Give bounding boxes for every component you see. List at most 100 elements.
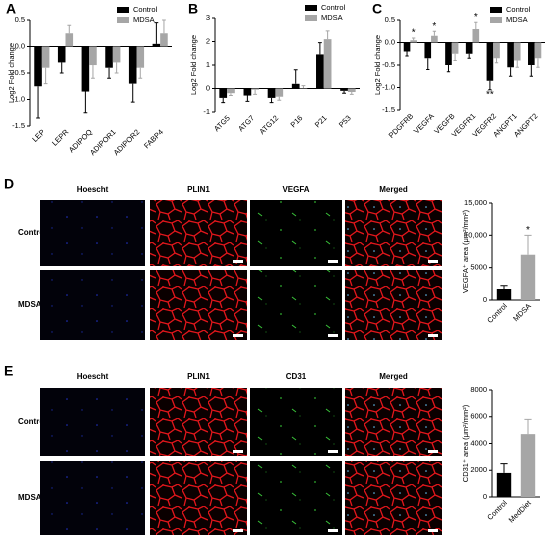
bar <box>65 33 74 47</box>
bar <box>41 46 50 68</box>
error-bar <box>43 67 48 85</box>
panel-label: C <box>372 1 382 17</box>
bar <box>219 88 228 98</box>
error-bar <box>59 62 64 74</box>
error-bar <box>317 42 322 55</box>
y-tick-label: -1.0 <box>382 82 395 91</box>
error-bar <box>107 67 111 79</box>
column-header: Hoescht <box>77 372 109 381</box>
x-tick-label: MDSA <box>511 301 533 323</box>
y-axis-title: Log2 Fold change <box>7 43 16 103</box>
column-header: PLIN1 <box>187 372 210 381</box>
legend-label: Control <box>506 5 531 14</box>
y-tick-label: 0.0 <box>15 41 25 50</box>
scale-bar <box>428 529 438 532</box>
bar <box>128 46 137 84</box>
legend-swatch <box>490 7 502 13</box>
bar <box>316 54 324 89</box>
row-label: Control <box>18 228 46 237</box>
error-bar <box>500 285 508 290</box>
error-bar <box>342 90 346 94</box>
scale-bar <box>233 260 243 263</box>
error-bar <box>488 80 492 91</box>
x-tick-label: ADIPOR2 <box>112 127 142 157</box>
bar <box>496 472 512 497</box>
error-bar <box>221 97 226 104</box>
y-tick-label: 8000 <box>470 385 487 394</box>
micrograph <box>345 200 442 266</box>
y-tick-label: -0.5 <box>382 60 395 69</box>
micrograph <box>250 270 342 340</box>
micrograph <box>40 388 145 456</box>
error-bar <box>325 30 330 40</box>
bar <box>57 46 66 63</box>
scale-bar <box>233 529 243 532</box>
x-tick-label: P21 <box>313 113 329 129</box>
bar <box>227 88 235 94</box>
error-bar <box>467 53 471 59</box>
scale-bar <box>428 450 438 453</box>
bar <box>136 46 145 68</box>
y-tick-label: 6000 <box>470 412 487 421</box>
bar <box>347 88 356 93</box>
legend-swatch <box>305 5 317 11</box>
legend-label: MDSA <box>506 15 528 24</box>
significance: * <box>526 225 530 236</box>
error-bar <box>114 62 119 74</box>
micrograph <box>345 388 442 456</box>
error-bar <box>426 58 430 70</box>
error-bar <box>269 97 274 104</box>
y-axis-title: VEGFA⁺ area (μm²/mm²) <box>461 209 470 293</box>
y-tick-label: 0 <box>483 295 487 304</box>
y-axis-title: CD31⁺ area (μm²/mm²) <box>461 404 470 482</box>
legend-swatch <box>490 17 502 23</box>
bar <box>275 88 284 97</box>
error-bar <box>253 89 258 95</box>
error-bar <box>277 96 282 101</box>
error-bar <box>67 24 72 34</box>
error-bar <box>130 83 135 103</box>
legend-swatch <box>305 15 317 21</box>
bar <box>410 40 417 43</box>
error-bar <box>508 67 513 77</box>
legend-label: Control <box>133 5 158 14</box>
error-bar <box>36 86 40 119</box>
panel-label: A <box>6 1 16 17</box>
error-bar <box>138 67 143 79</box>
bar <box>528 42 535 65</box>
column-header: Merged <box>379 185 408 194</box>
bar <box>493 42 500 59</box>
bar <box>513 42 521 61</box>
y-tick-label: -1 <box>203 107 210 116</box>
bar <box>243 88 252 96</box>
y-tick-label: -1.5 <box>382 105 395 114</box>
error-bar <box>494 58 499 64</box>
bar <box>340 88 348 91</box>
bar <box>89 46 97 66</box>
bar <box>451 42 459 54</box>
bar <box>520 254 536 300</box>
row-label: MDSA <box>18 300 42 309</box>
y-tick-label: 0.0 <box>385 37 395 46</box>
significance: ** <box>486 89 494 100</box>
y-tick-label: 0.5 <box>15 15 25 24</box>
error-bar <box>301 85 306 89</box>
bar <box>152 43 161 47</box>
error-bar <box>500 463 508 473</box>
micrograph <box>40 200 145 266</box>
y-tick-label: -1.0 <box>12 94 25 103</box>
x-tick-label: ATG5 <box>212 113 232 133</box>
column-header: PLIN1 <box>187 185 210 194</box>
bar <box>472 29 480 43</box>
bar <box>465 42 473 54</box>
scale-bar <box>233 450 243 453</box>
error-bar <box>432 30 437 36</box>
error-bar <box>293 69 298 84</box>
error-bar <box>349 92 354 95</box>
micrograph <box>345 270 442 340</box>
bar <box>112 46 121 63</box>
x-tick-label: VEGFA <box>412 111 436 135</box>
y-tick-label: 1 <box>206 60 210 69</box>
x-tick-label: LEPR <box>50 127 71 148</box>
